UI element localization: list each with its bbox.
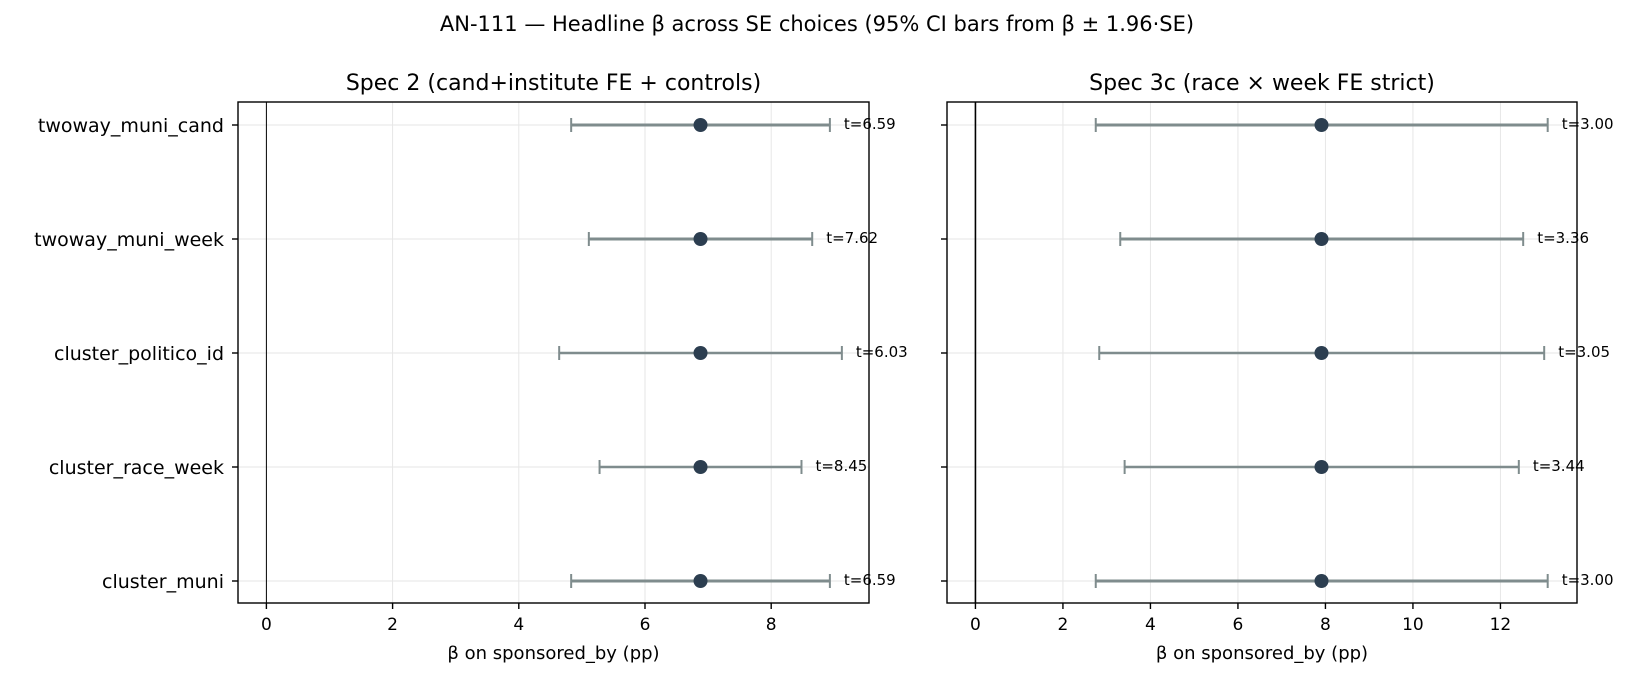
x-tick-label: 2 (1058, 615, 1069, 635)
panel-title: Spec 2 (cand+institute FE + controls) (346, 71, 761, 96)
x-tick-label: 10 (1402, 615, 1424, 635)
t-stat-label: t=7.62 (826, 229, 878, 247)
right-panel: t=3.00 t=3.36 t=3.05 t=3.44 t=3.00 0 2 4 6 8 10 12 S… (941, 71, 1614, 664)
t-stat-label: t=6.59 (844, 571, 896, 589)
beta-point (1314, 232, 1329, 246)
panel-title: Spec 3c (race × week FE strict) (1089, 71, 1435, 96)
t-stat-label: t=6.59 (844, 115, 896, 133)
y-tick-label: twoway_muni_cand (38, 115, 224, 137)
beta-point (693, 232, 708, 246)
beta-point (693, 118, 708, 132)
t-stat-label: t=8.45 (815, 457, 867, 475)
x-tick-label: 6 (1233, 615, 1244, 635)
x-axis-label: β on sponsored_by (pp) (447, 643, 659, 664)
t-stat-label: t=3.00 (1562, 571, 1614, 589)
x-tick-label: 8 (1320, 615, 1331, 635)
left-panel: t=6.59 twoway_muni_cand t=7.62 twoway_muni_… (34, 71, 908, 664)
plot-frame (237, 101, 870, 604)
y-tick-label: cluster_muni (102, 571, 224, 593)
x-tick-label: 0 (970, 615, 981, 635)
plot-frame (946, 101, 1578, 604)
x-tick-label: 12 (1490, 615, 1512, 635)
t-stat-label: t=6.03 (856, 343, 908, 361)
beta-point (1314, 118, 1329, 132)
x-tick-label: 6 (640, 615, 651, 635)
beta-point (1314, 346, 1329, 360)
x-tick-label: 4 (513, 615, 524, 635)
t-stat-label: t=3.05 (1558, 343, 1610, 361)
beta-point (1314, 574, 1329, 588)
x-tick-label: 8 (766, 615, 777, 635)
x-tick-label: 0 (261, 615, 272, 635)
t-stat-label: t=3.00 (1562, 115, 1614, 133)
beta-point (693, 574, 708, 588)
t-stat-label: t=3.36 (1537, 229, 1589, 247)
y-tick-label: cluster_race_week (49, 457, 224, 479)
y-tick-label: cluster_politico_id (54, 343, 224, 365)
figure-title: AN-111 — Headline β across SE choices (9… (440, 12, 1194, 36)
x-tick-label: 2 (387, 615, 398, 635)
t-stat-label: t=3.44 (1533, 457, 1585, 475)
beta-point (693, 460, 708, 474)
x-tick-label: 4 (1145, 615, 1156, 635)
x-axis-label: β on sponsored_by (pp) (1156, 643, 1368, 664)
beta-point (1314, 460, 1329, 474)
y-tick-label: twoway_muni_week (34, 229, 224, 251)
beta-point (693, 346, 708, 360)
